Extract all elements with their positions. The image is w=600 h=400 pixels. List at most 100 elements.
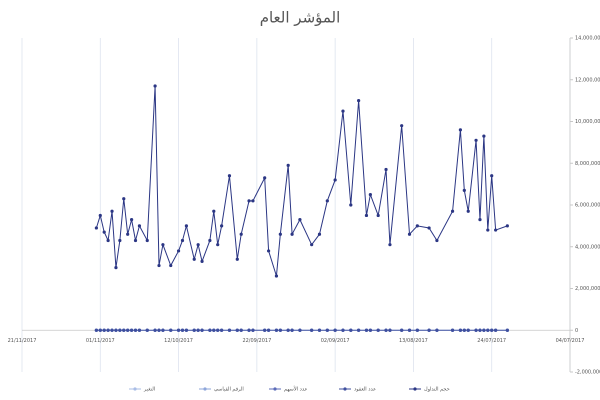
point <box>216 328 220 332</box>
point <box>505 224 509 228</box>
point <box>341 109 345 113</box>
point <box>486 228 490 232</box>
point <box>450 328 455 332</box>
point <box>388 243 392 247</box>
point <box>317 232 322 236</box>
x-tick-label: 13/08/2017 <box>399 338 428 344</box>
point <box>98 213 102 218</box>
point <box>169 328 173 332</box>
point <box>196 328 200 332</box>
x-tick-label: 02/09/2017 <box>321 338 350 344</box>
y-tick-label: 6,000,000 <box>575 203 600 209</box>
y-tick-label: 4,000,000 <box>575 244 600 250</box>
point <box>310 328 314 332</box>
point <box>137 328 142 332</box>
point <box>161 243 165 247</box>
point <box>145 238 149 243</box>
point <box>239 328 243 332</box>
point <box>102 230 106 234</box>
x-tick-label: 22/09/2017 <box>242 338 271 344</box>
point <box>364 328 369 332</box>
x-tick-label: 21/11/2017 <box>8 338 37 344</box>
point <box>274 328 279 332</box>
point <box>263 176 267 180</box>
point <box>122 328 126 332</box>
point <box>357 328 361 332</box>
point <box>110 328 114 332</box>
point <box>298 218 302 222</box>
point <box>184 224 188 228</box>
point <box>333 178 337 182</box>
legend-marker <box>413 387 417 391</box>
point <box>176 249 181 253</box>
point <box>157 263 161 268</box>
legend-marker <box>133 387 137 391</box>
point <box>235 257 239 261</box>
point <box>251 328 255 332</box>
point <box>227 174 232 178</box>
point <box>102 328 106 332</box>
point <box>474 328 478 332</box>
point <box>466 209 470 213</box>
point <box>376 328 380 332</box>
point <box>220 224 224 228</box>
point <box>486 328 490 332</box>
legend-label: عدد العقود <box>354 387 376 393</box>
point <box>368 328 372 332</box>
point <box>458 328 462 332</box>
point <box>368 192 372 197</box>
point <box>216 243 220 247</box>
point <box>317 328 322 332</box>
point <box>415 328 419 332</box>
point <box>133 238 138 243</box>
point <box>333 328 337 332</box>
point <box>427 226 431 230</box>
point <box>200 259 204 263</box>
point <box>212 328 216 332</box>
point <box>298 328 302 332</box>
legend-marker <box>273 387 277 391</box>
point <box>462 328 466 332</box>
point <box>278 328 282 332</box>
point <box>325 199 329 203</box>
point <box>184 328 188 332</box>
x-tick-label: 12/10/2017 <box>164 338 193 344</box>
point <box>133 328 138 332</box>
point <box>118 328 122 332</box>
point <box>478 328 482 332</box>
legend-label: التغير <box>143 387 155 393</box>
x-tick-label: 24/07/2017 <box>477 338 506 344</box>
point <box>349 203 353 207</box>
point <box>130 328 134 332</box>
point <box>364 213 369 218</box>
point <box>157 328 161 332</box>
point <box>126 328 130 332</box>
point <box>126 232 130 236</box>
legend-label: الرقم القياسي <box>214 387 244 393</box>
point <box>161 328 165 332</box>
point <box>267 328 271 332</box>
point <box>247 328 251 332</box>
point <box>435 238 439 243</box>
legend-marker <box>343 387 347 391</box>
point <box>153 84 157 88</box>
point <box>310 243 314 247</box>
legend-label: حجم التداول <box>424 387 450 393</box>
point <box>388 328 392 332</box>
point <box>263 328 267 332</box>
point <box>349 328 353 332</box>
point <box>494 328 498 332</box>
point <box>137 224 142 228</box>
point <box>130 218 134 222</box>
point <box>478 218 482 222</box>
y-tick-label: 8,000,000 <box>575 161 600 167</box>
point <box>208 328 212 332</box>
point <box>274 274 279 278</box>
point <box>482 134 486 138</box>
point <box>415 224 419 228</box>
point <box>482 328 486 332</box>
point <box>235 328 239 332</box>
point <box>400 124 404 128</box>
point <box>196 243 200 247</box>
point <box>169 263 173 268</box>
